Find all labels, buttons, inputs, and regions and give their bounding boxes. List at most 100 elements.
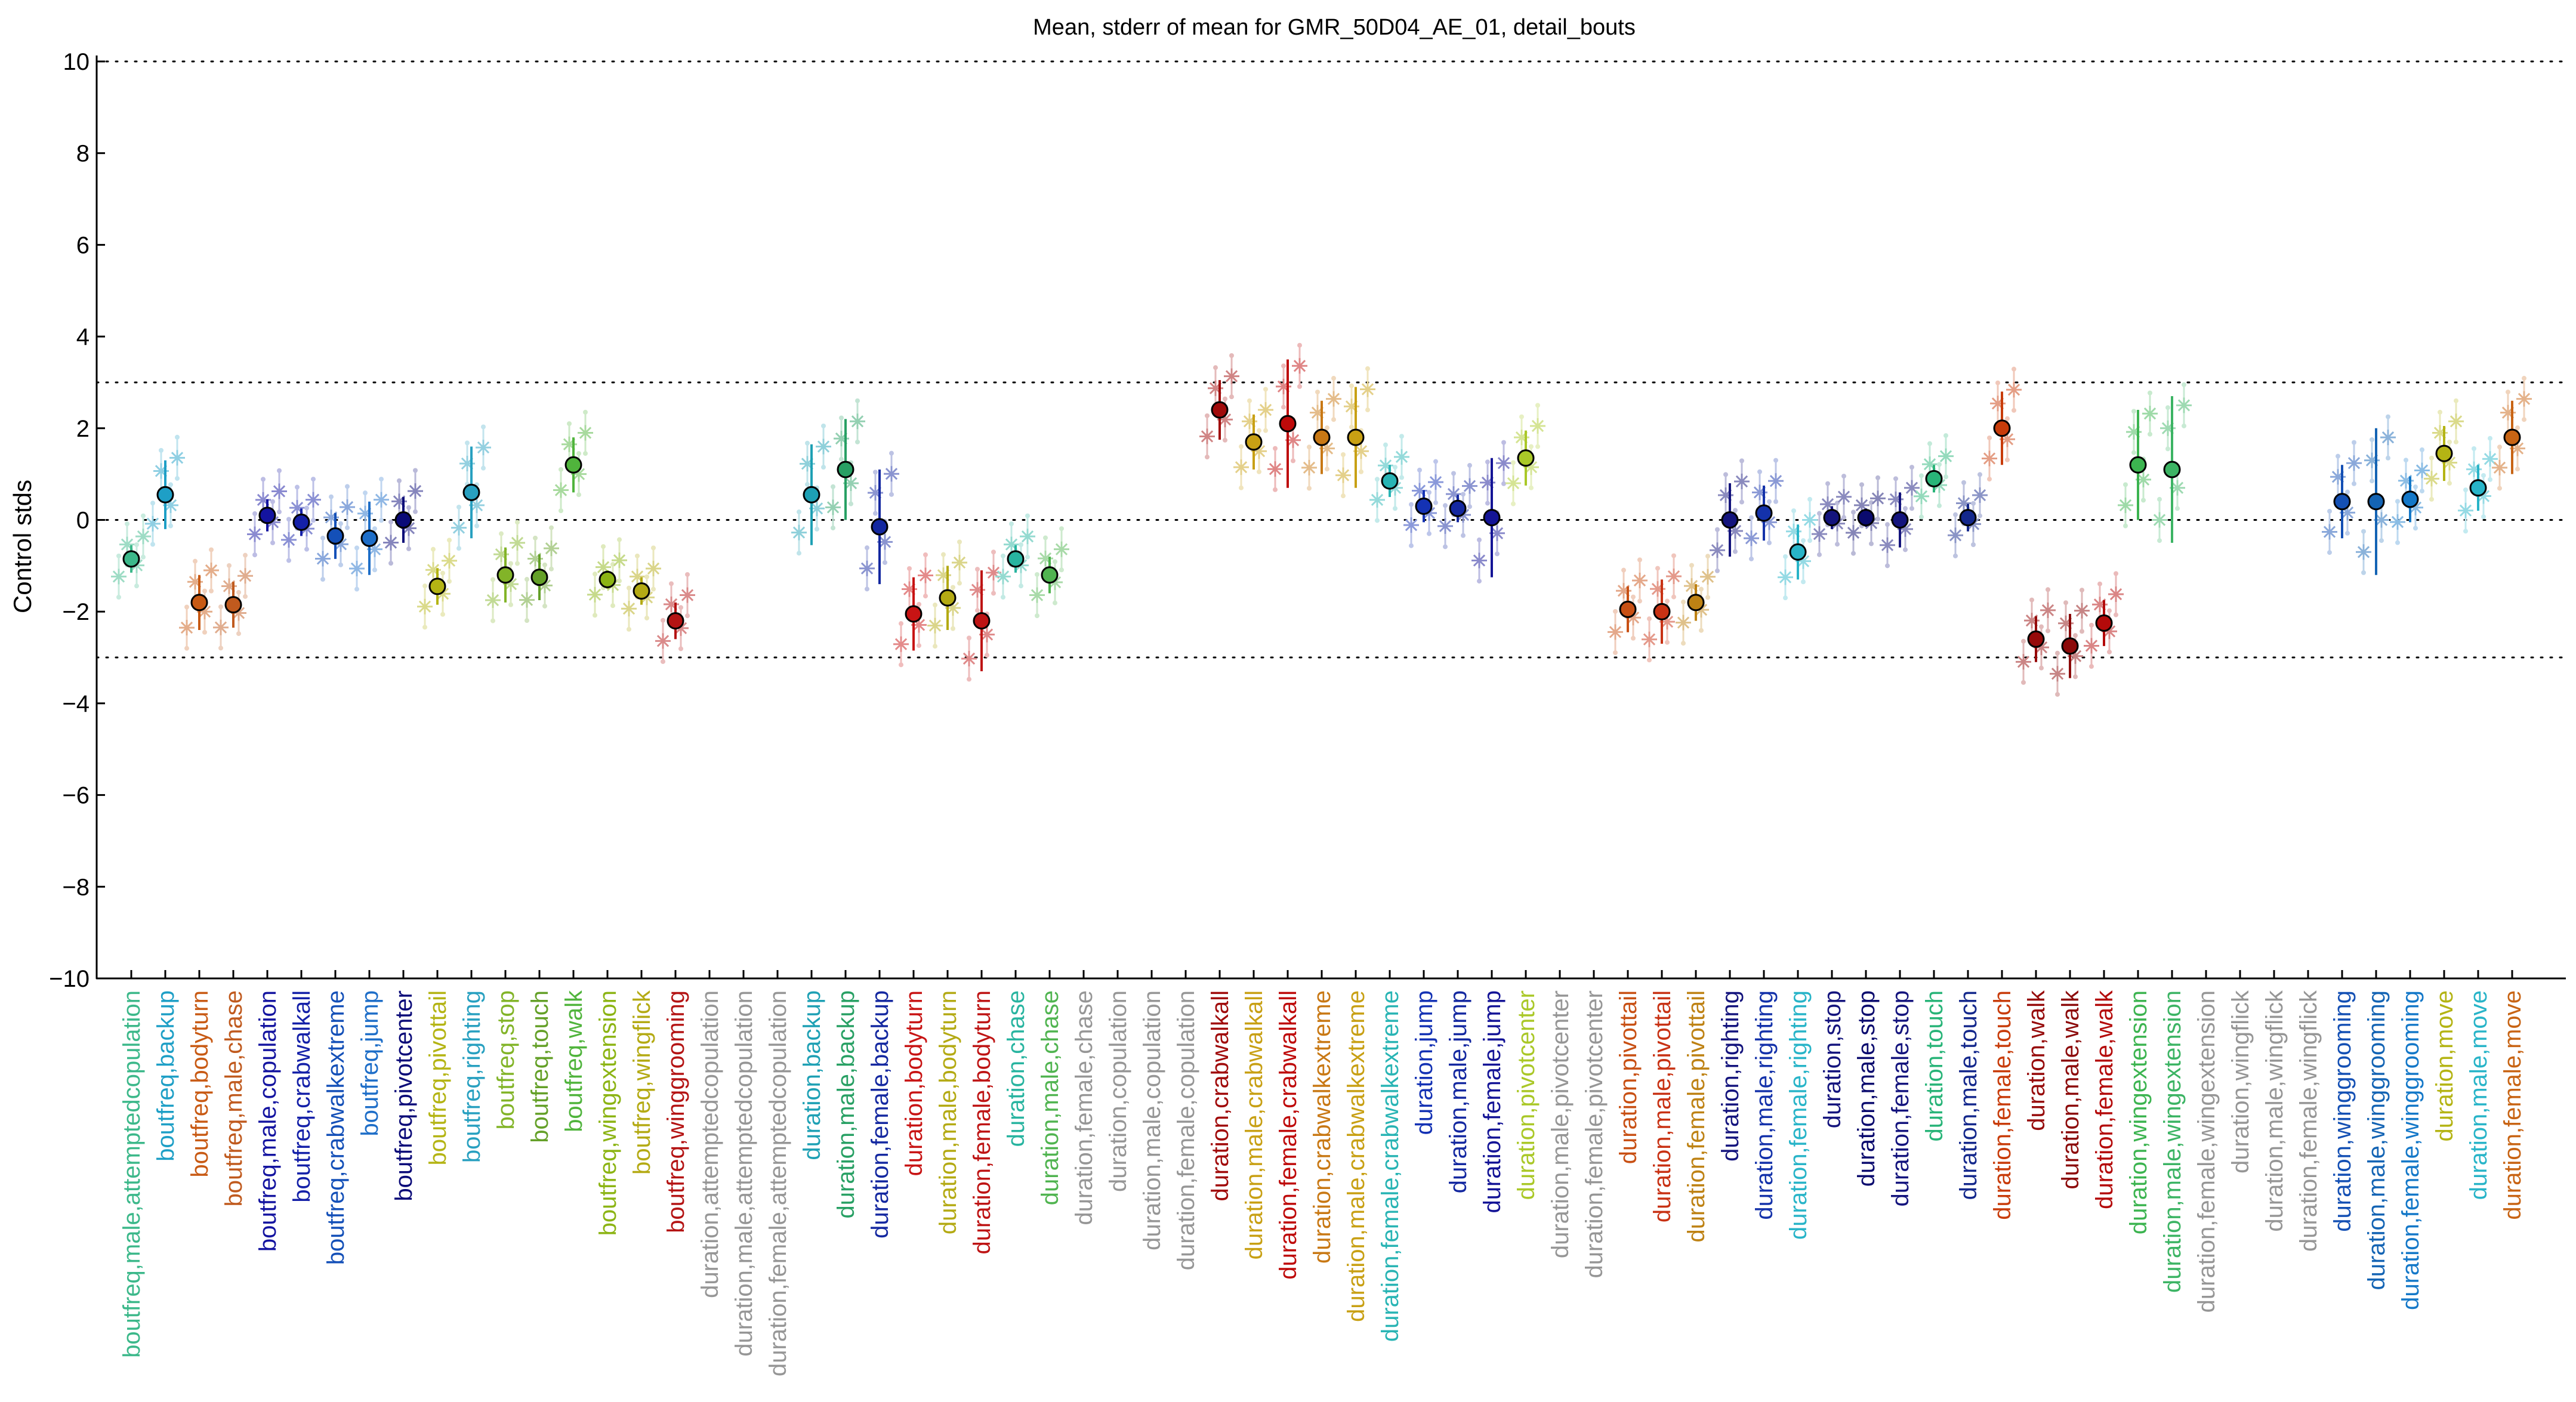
spread-end-dot (593, 613, 597, 618)
spread-end-dot (1223, 396, 1227, 402)
asterisk-marker (1412, 483, 1427, 499)
spread-end-dot (1213, 365, 1218, 370)
spread-end-dot (1467, 463, 1472, 468)
spread-end-dot (1001, 594, 1005, 600)
spread-end-dot (1943, 433, 1948, 438)
y-tick-label: 8 (76, 141, 90, 167)
x-axis-category-labels: boutfreq,male,attemptedcopulation boutfre… (119, 990, 2526, 1376)
spread-end-dot (277, 468, 282, 473)
asterisk-marker (1914, 488, 1929, 504)
spread-end-dot (1971, 542, 1976, 547)
spread-end-dot (1365, 366, 1370, 371)
spread-end-dot (2336, 453, 2340, 459)
spread-end-dot (1263, 387, 1268, 392)
x-tick-label: duration,copulation (1105, 990, 1131, 1192)
spread-end-dot (2488, 436, 2492, 441)
spread-end-dot (651, 545, 656, 551)
spread-end-dot (1909, 465, 1914, 470)
asterisk-marker (153, 463, 169, 479)
spread-end-dot (338, 562, 343, 567)
spread-end-dot (447, 579, 452, 584)
spread-end-dot (644, 615, 649, 620)
asterisk-marker (859, 560, 875, 576)
spread-end-dot (1035, 613, 1039, 619)
spread-end-dot (2404, 458, 2408, 463)
x-tick-label: duration,female,jump (1479, 990, 1506, 1213)
asterisk-marker (1020, 529, 1035, 545)
spread-end-dot (1671, 594, 1676, 600)
spread-end-dot (855, 398, 860, 403)
spread-end-dot (991, 549, 996, 555)
asterisk-marker (510, 535, 525, 551)
x-tick-label: boutfreq,male,chase (221, 990, 247, 1206)
asterisk-marker (203, 563, 219, 579)
spread-end-dot (951, 626, 955, 631)
x-tick-label: duration,righting (1717, 990, 1744, 1162)
asterisk-marker (323, 509, 339, 526)
spread-end-dot (669, 581, 674, 586)
y-tick-label: 0 (76, 508, 90, 534)
spread-end-dot (678, 646, 683, 651)
asterisk-marker (1054, 541, 1069, 557)
asterisk-marker (843, 475, 859, 492)
spread-end-dot (899, 662, 903, 668)
spread-end-dot (2131, 450, 2136, 455)
asterisk-marker (2152, 512, 2167, 528)
spread-end-dot (2379, 538, 2384, 543)
spread-end-dot (1205, 455, 1210, 460)
spread-end-dot (1511, 501, 1516, 507)
mean-marker (462, 483, 480, 501)
mean-marker (190, 594, 208, 612)
spread-end-dot (2148, 390, 2152, 396)
spread-end-dot (2029, 597, 2034, 603)
asterisk-marker (1632, 572, 1648, 588)
asterisk-marker (1496, 455, 1511, 471)
spread-end-dot (413, 468, 418, 473)
spread-end-dot (2055, 691, 2060, 697)
spread-end-dot (525, 577, 529, 582)
spread-end-dot (1647, 657, 1652, 663)
spread-end-dot (354, 586, 359, 592)
asterisk-marker (213, 619, 229, 635)
spread-end-dot (311, 518, 316, 523)
mean-marker (1347, 428, 1365, 446)
x-tick-label: duration,chase (1003, 990, 1029, 1147)
spread-end-dot (1621, 567, 1626, 573)
spread-end-dot (941, 552, 946, 557)
x-tick-label: duration,male,bodyturn (935, 990, 961, 1234)
mean-marker (837, 461, 854, 478)
x-tick-label: duration,touch (1921, 990, 1948, 1142)
asterisk-marker (1734, 473, 1750, 489)
spread-end-dot (354, 545, 359, 551)
spread-end-dot (2463, 487, 2468, 493)
x-tick-label: duration,attemptedcopulation (697, 990, 723, 1298)
spread-end-dot (2438, 409, 2442, 415)
spread-end-dot (2386, 455, 2390, 461)
spread-end-dot (2345, 530, 2350, 536)
spread-end-dot (2352, 481, 2356, 486)
mean-marker (2401, 490, 2419, 508)
spread-end-dot (270, 499, 275, 504)
spread-end-dot (261, 477, 266, 482)
spread-end-dot (252, 552, 257, 558)
asterisk-marker (1836, 489, 1852, 505)
x-tick-label: boutfreq,righting (459, 990, 485, 1163)
asterisk-marker (179, 620, 195, 636)
x-tick-label: duration,female,wingextension (2194, 990, 2220, 1313)
spread-end-dot (150, 542, 155, 547)
spread-end-dot (1485, 459, 1490, 465)
spread-end-dot (1273, 446, 1278, 451)
axes (95, 55, 2566, 980)
spread-end-dot (159, 447, 163, 453)
x-tick-label: duration,female,crabwalkextreme (1377, 990, 1403, 1342)
asterisk-marker (2118, 497, 2133, 513)
spread-end-dot (2497, 444, 2502, 450)
spread-end-dot (388, 561, 393, 566)
spread-end-dot (2420, 489, 2424, 494)
spread-end-dot (202, 629, 207, 635)
spread-end-dot (465, 440, 470, 446)
spread-end-dot (209, 588, 214, 594)
asterisk-marker (1990, 396, 2006, 412)
spread-end-dot (116, 553, 121, 558)
